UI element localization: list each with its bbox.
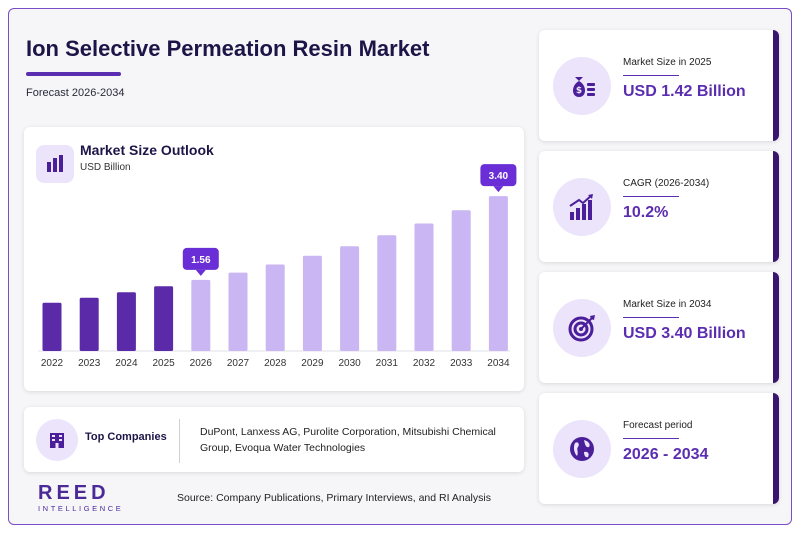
stat-card-market-size-2034: Market Size in 2034 USD 3.40 Billion: [539, 272, 779, 383]
source-note: Source: Company Publications, Primary In…: [177, 492, 491, 504]
bar-2033: [451, 210, 471, 351]
top-companies-label: Top Companies: [85, 431, 167, 443]
bar-2034: [488, 196, 508, 351]
x-tick-label: 2024: [115, 358, 138, 369]
bar-2029: [302, 255, 322, 351]
x-tick-label: 2026: [190, 358, 213, 369]
chart-title: Market Size Outlook: [80, 142, 214, 158]
callout-box: [480, 164, 517, 187]
bar-2032: [414, 223, 434, 351]
x-tick-label: 2031: [376, 358, 399, 369]
bar-2030: [340, 246, 360, 351]
growth-chart-icon: [553, 178, 611, 236]
bar-2023: [79, 297, 99, 351]
stat-value: USD 3.40 Billion: [623, 325, 746, 342]
stat-card-cagr: CAGR (2026-2034) 10.2%: [539, 151, 779, 262]
bar-2027: [228, 272, 248, 351]
stat-divider: [623, 438, 679, 439]
stat-value: USD 1.42 Billion: [623, 83, 746, 100]
title-underline: [26, 72, 121, 76]
target-icon: [553, 299, 611, 357]
logo-main-text: REED: [38, 482, 110, 504]
x-tick-label: 2032: [413, 358, 436, 369]
x-tick-label: 2023: [78, 358, 101, 369]
callout-box: [182, 247, 219, 270]
x-tick-label: 2030: [338, 358, 361, 369]
callout-label: 1.56: [191, 255, 211, 266]
x-tick-label: 2027: [227, 358, 250, 369]
stat-value: 2026 - 2034: [623, 446, 709, 463]
bar-chart: 2022 2023 2024 2025 2026 2027 2028 2029 2030 2031…: [38, 164, 517, 369]
x-tick-label: 2025: [152, 358, 175, 369]
bar-2026: [191, 279, 211, 351]
globe-icon: [553, 420, 611, 478]
stat-label: Forecast period: [623, 420, 693, 431]
money-bag-icon: $: [553, 57, 611, 115]
x-tick-label: 2033: [450, 358, 473, 369]
bar-chart-icon: [36, 145, 74, 183]
chart-unit: USD Billion: [80, 162, 131, 173]
divider: [179, 419, 180, 463]
chart-card: Market Size Outlook USD Billion 2022 2023…: [24, 127, 524, 391]
callout-label: 3.40: [489, 171, 509, 182]
building-icon: [36, 419, 78, 461]
top-companies-list: DuPont, Lanxess AG, Purolite Corporation…: [200, 426, 496, 454]
logo-sub-text: INTELLIGENCE: [38, 504, 124, 513]
stat-divider: [623, 196, 679, 197]
stat-value: 10.2%: [623, 204, 669, 221]
stat-card-market-size-2025: $ Market Size in 2025 USD 1.42 Billion: [539, 30, 779, 141]
callout-pointer: [493, 186, 504, 193]
page-subtitle: Forecast 2026-2034: [26, 87, 125, 99]
x-tick-label: 2029: [301, 358, 324, 369]
stat-divider: [623, 317, 679, 318]
stat-card-forecast-period: Forecast period 2026 - 2034: [539, 393, 779, 504]
bar-2024: [116, 292, 136, 351]
stat-label: Market Size in 2025: [623, 57, 712, 68]
callout-2034: 3.40: [480, 164, 517, 193]
brand-logo: REED INTELLIGENCE: [38, 482, 123, 513]
x-tick-label: 2034: [487, 358, 510, 369]
bar-2031: [377, 235, 397, 351]
callout-pointer: [195, 269, 206, 276]
bar-2028: [265, 264, 285, 351]
stat-label: Market Size in 2034: [623, 299, 712, 310]
companies-card: Top Companies DuPont, Lanxess AG, Puroli…: [24, 407, 524, 472]
callout-2026: 1.56: [182, 247, 219, 276]
svg-text:$: $: [576, 86, 582, 96]
bar-2025: [154, 286, 174, 351]
x-tick-label: 2028: [264, 358, 287, 369]
bar-2022: [42, 302, 62, 351]
stat-divider: [623, 75, 679, 76]
page-title: Ion Selective Permeation Resin Market: [26, 36, 430, 61]
x-tick-label: 2022: [41, 358, 64, 369]
stat-label: CAGR (2026-2034): [623, 178, 710, 189]
